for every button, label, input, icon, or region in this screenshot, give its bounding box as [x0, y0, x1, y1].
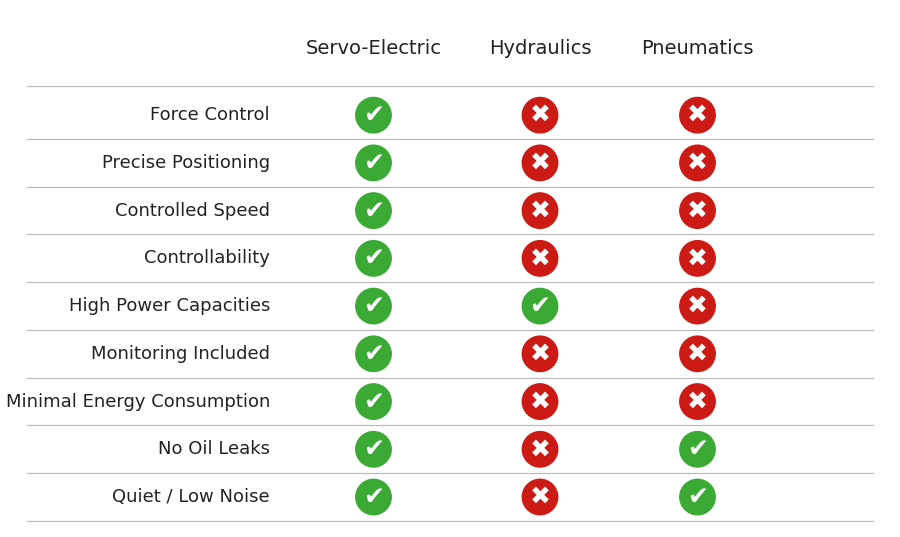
Text: Precise Positioning: Precise Positioning [102, 154, 270, 172]
Text: ✔: ✔ [363, 151, 384, 175]
Ellipse shape [522, 241, 558, 276]
Ellipse shape [356, 384, 392, 419]
Ellipse shape [356, 97, 392, 133]
Text: ✔: ✔ [363, 294, 384, 318]
Text: ✔: ✔ [363, 246, 384, 270]
Text: ✖: ✖ [687, 103, 708, 127]
Text: ✖: ✖ [687, 199, 708, 223]
Text: ✔: ✔ [363, 485, 384, 509]
Text: ✖: ✖ [529, 342, 551, 366]
Ellipse shape [522, 336, 558, 372]
Text: ✔: ✔ [363, 342, 384, 366]
Text: ✖: ✖ [529, 199, 551, 223]
Text: ✔: ✔ [687, 485, 708, 509]
Ellipse shape [680, 432, 716, 467]
Text: ✖: ✖ [687, 246, 708, 270]
Text: ✖: ✖ [529, 485, 551, 509]
Text: ✔: ✔ [363, 103, 384, 127]
Text: ✖: ✖ [687, 294, 708, 318]
Ellipse shape [522, 97, 558, 133]
Text: ✖: ✖ [529, 151, 551, 175]
Ellipse shape [680, 241, 716, 276]
Ellipse shape [522, 145, 558, 180]
Text: Hydraulics: Hydraulics [489, 39, 591, 58]
Ellipse shape [680, 384, 716, 419]
Ellipse shape [680, 145, 716, 180]
Text: No Oil Leaks: No Oil Leaks [158, 440, 270, 458]
Text: ✖: ✖ [529, 437, 551, 461]
Ellipse shape [680, 480, 716, 515]
Text: ✖: ✖ [687, 342, 708, 366]
Ellipse shape [522, 432, 558, 467]
Text: Controllability: Controllability [144, 249, 270, 267]
Ellipse shape [356, 241, 392, 276]
Text: Monitoring Included: Monitoring Included [91, 345, 270, 363]
Text: ✖: ✖ [687, 389, 708, 413]
Ellipse shape [356, 193, 392, 228]
Ellipse shape [522, 193, 558, 228]
Ellipse shape [356, 480, 392, 515]
Ellipse shape [680, 288, 716, 324]
Text: Quiet / Low Noise: Quiet / Low Noise [112, 488, 270, 506]
Ellipse shape [522, 384, 558, 419]
Ellipse shape [356, 432, 392, 467]
Ellipse shape [356, 288, 392, 324]
Ellipse shape [680, 336, 716, 372]
Text: ✖: ✖ [529, 246, 551, 270]
Ellipse shape [522, 480, 558, 515]
Text: High Power Capacities: High Power Capacities [68, 297, 270, 315]
Ellipse shape [680, 97, 716, 133]
Text: Minimal Energy Consumption: Minimal Energy Consumption [5, 393, 270, 411]
Text: Force Control: Force Control [150, 106, 270, 124]
Ellipse shape [680, 193, 716, 228]
Text: ✖: ✖ [687, 151, 708, 175]
Ellipse shape [522, 288, 558, 324]
Text: Pneumatics: Pneumatics [641, 39, 754, 58]
Text: Controlled Speed: Controlled Speed [115, 201, 270, 220]
Text: ✔: ✔ [529, 294, 551, 318]
Text: Servo-Electric: Servo-Electric [305, 39, 442, 58]
Text: ✖: ✖ [529, 103, 551, 127]
Ellipse shape [356, 145, 392, 180]
Text: ✔: ✔ [687, 437, 708, 461]
Text: ✔: ✔ [363, 199, 384, 223]
Ellipse shape [356, 336, 392, 372]
Text: ✔: ✔ [363, 437, 384, 461]
Text: ✖: ✖ [529, 389, 551, 413]
Text: ✔: ✔ [363, 389, 384, 413]
